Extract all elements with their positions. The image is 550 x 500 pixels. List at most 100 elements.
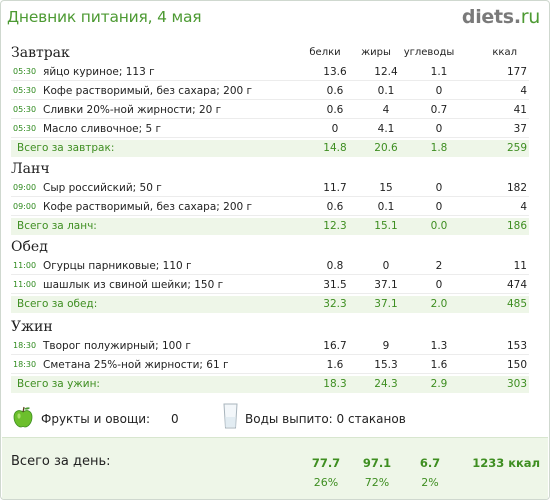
logo-main: diets [461, 6, 514, 28]
food-row[interactable]: 18:30 Творог полужирный; 100 г 16.7 9 1.3 153 [11, 338, 529, 355]
column-header-protein: белки [309, 47, 341, 58]
day-protein-percent: 26% [313, 476, 339, 489]
protein-value: 16.7 [323, 340, 347, 352]
food-name: шашлык из свиной шейки; 150 г [43, 279, 224, 291]
meal-total-label: Всего за завтрак: [17, 142, 115, 154]
fat-value: 0 [382, 260, 390, 272]
meal-total-label: Всего за ланч: [17, 220, 97, 232]
day-total-label: Всего за день: [11, 454, 111, 469]
entry-time: 05:30 [13, 124, 37, 133]
day-fat-percent: 72% [364, 476, 390, 489]
total-fat: 20.6 [374, 142, 398, 154]
protein-value: 0 [331, 123, 339, 135]
food-name: Масло сливочное; 5 г [43, 123, 162, 135]
fat-value: 15.3 [374, 359, 398, 371]
total-carbs: 2.0 [430, 298, 448, 310]
fruits-label: Фрукты и овощи: [41, 412, 151, 426]
kcal-value: 4 [520, 85, 527, 97]
entry-time: 11:00 [13, 280, 37, 289]
total-protein: 32.3 [323, 298, 347, 310]
food-row[interactable]: 11:00 шашлык из свиной шейки; 150 г 31.5 37… [11, 277, 529, 294]
total-carbs: 1.8 [430, 142, 448, 154]
day-kcal: 1233 ккал [472, 456, 540, 470]
food-row[interactable]: 05:30 Масло сливочное; 5 г 0 4.1 0 37 [11, 121, 529, 138]
fat-value: 4 [382, 104, 390, 116]
total-kcal: 303 [506, 378, 527, 390]
total-kcal: 259 [506, 142, 527, 154]
protein-value: 1.6 [326, 359, 344, 371]
carbs-value: 0 [435, 123, 443, 135]
entry-time: 05:30 [13, 105, 37, 114]
kcal-value: 182 [506, 182, 527, 194]
column-header-fat: жиры [361, 47, 391, 58]
meal-total-row: Всего за ужин: 18.3 24.3 2.9 303 [11, 376, 529, 393]
fat-value: 12.4 [374, 66, 398, 78]
total-fat: 37.1 [374, 298, 398, 310]
food-name: Кофе растворимый, без сахара; 200 г [43, 201, 253, 213]
kcal-value: 4 [520, 201, 527, 213]
food-row[interactable]: 05:30 Сливки 20%-ной жирности; 20 г 0.6 4 0.… [11, 102, 529, 119]
total-protein: 12.3 [323, 220, 347, 232]
food-row[interactable]: 09:00 Сыр российский; 50 г 11.7 15 0 182 [11, 180, 529, 197]
carbs-value: 1.6 [430, 359, 448, 371]
protein-value: 0.6 [326, 85, 344, 97]
food-row[interactable]: 09:00 Кофе растворимый, без сахара; 200 г… [11, 199, 529, 216]
total-fat: 15.1 [374, 220, 398, 232]
day-carbs: 6.7 [419, 456, 441, 470]
kcal-value: 150 [506, 359, 527, 371]
fat-value: 9 [382, 340, 390, 352]
carbs-value: 0 [435, 182, 443, 194]
food-name: Сливки 20%-ной жирности; 20 г [43, 104, 222, 116]
carbs-value: 0.7 [430, 104, 448, 116]
kcal-value: 37 [513, 123, 527, 135]
food-name: Огурцы парниковые; 110 г [43, 260, 192, 272]
meal-total-label: Всего за обед: [17, 298, 98, 310]
meal-title: Обед [11, 239, 48, 255]
carbs-value: 0 [435, 85, 443, 97]
day-carbs-percent: 2% [421, 476, 439, 489]
food-name: яйцо куриное; 113 г [43, 66, 155, 78]
meal-total-row: Всего за обед: 32.3 37.1 2.0 485 [11, 296, 529, 313]
food-row[interactable]: 18:30 Сметана 25%-ной жирности; 61 г 1.6 15… [11, 357, 529, 374]
protein-value: 11.7 [323, 182, 347, 194]
fat-value: 4.1 [377, 123, 395, 135]
entry-time: 05:30 [13, 86, 37, 95]
kcal-value: 474 [506, 279, 527, 291]
carbs-value: 0 [435, 279, 443, 291]
extras-bar: Фрукты и овощи: 0 Воды выпито: 0 стакано… [1, 399, 549, 435]
entry-time: 05:30 [13, 67, 37, 76]
meal-total-row: Всего за ланч: 12.3 15.1 0.0 186 [11, 218, 529, 235]
kcal-value: 11 [513, 260, 527, 272]
apple-icon [13, 406, 33, 428]
total-kcal: 485 [506, 298, 527, 310]
column-header-carbs: углеводы [403, 47, 455, 58]
food-row[interactable]: 11:00 Огурцы парниковые; 110 г 0.8 0 2 11 [11, 258, 529, 275]
food-row[interactable]: 05:30 яйцо куриное; 113 г 13.6 12.4 1.1 177 [11, 64, 529, 81]
meal-title: Ужин [11, 319, 53, 335]
food-name: Творог полужирный; 100 г [43, 340, 191, 352]
kcal-value: 177 [506, 66, 527, 78]
day-fat: 97.1 [362, 456, 392, 470]
logo-dot: . [513, 6, 521, 28]
total-kcal: 186 [506, 220, 527, 232]
logo-tld: ru [520, 6, 541, 28]
carbs-value: 1.1 [430, 66, 448, 78]
total-carbs: 2.9 [430, 378, 448, 390]
kcal-value: 153 [506, 340, 527, 352]
kcal-value: 41 [513, 104, 527, 116]
meal-total-row: Всего за завтрак: 14.8 20.6 1.8 259 [11, 140, 529, 157]
total-fat: 24.3 [374, 378, 398, 390]
entry-time: 11:00 [13, 261, 37, 270]
protein-value: 31.5 [323, 279, 347, 291]
site-logo[interactable]: diets.ru [462, 6, 540, 28]
entry-time: 09:00 [13, 183, 37, 192]
protein-value: 0.6 [326, 104, 344, 116]
food-row[interactable]: 05:30 Кофе растворимый, без сахара; 200 г… [11, 83, 529, 100]
water-glass-icon [223, 403, 238, 429]
total-protein: 14.8 [323, 142, 347, 154]
food-name: Кофе растворимый, без сахара; 200 г [43, 85, 253, 97]
carbs-value: 1.3 [430, 340, 448, 352]
entry-time: 09:00 [13, 202, 37, 211]
protein-value: 0.6 [326, 201, 344, 213]
